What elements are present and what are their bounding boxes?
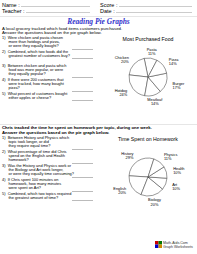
html-text:3) Was the History and Physics: 3) Was the History and Physics work or [2, 163, 71, 168]
html-text:Answer the questions based on: Answer the questions based on the pie gr… [2, 30, 102, 35]
html-text:Math-Aids.Com: Math-Aids.Com [163, 240, 188, 245]
html-text:food was more popular, or were: food was more popular, or were [2, 67, 64, 73]
html-text:5) Combined, which two topics: 5) Combined, which two topics required [2, 191, 72, 196]
html-text:more than hotdogs and pizza,: more than hotdogs and pizza, [2, 39, 60, 45]
html-text:they require equal time?: they require equal time? [2, 143, 51, 149]
svg-text:Hotdog24%: Hotdog24% [115, 88, 128, 97]
html-text:topic took longer, or did: topic took longer, or did [2, 139, 49, 145]
html-text:Teacher :: Teacher : [2, 8, 25, 14]
svg-text:Burger17%: Burger17% [173, 81, 185, 90]
html-text:Date :: Date : [100, 8, 115, 14]
html-text:3) Between chicken and pasta w: 3) Between chicken and pasta which [2, 63, 67, 68]
html-text:2) What percentage of time did: 2) What percentage of time did Chris [2, 149, 67, 154]
html-text:they equally popular?: they equally popular? [2, 71, 46, 77]
html-text:Reading Pie Graphs: Reading Pie Graphs [67, 17, 130, 26]
svg-text:Chicken20%: Chicken20% [115, 55, 130, 64]
html-text:1) Were chicken and pasta chos: 1) Were chicken and pasta chosen [2, 35, 63, 40]
svg-text:English20%: English20% [113, 186, 126, 195]
html-text:4) If Chris spent 100 minutes: 4) If Chris spent 100 minutes on [2, 177, 59, 182]
html-text:4) If there were 200 customers: 4) If there were 200 customers that [2, 77, 64, 82]
svg-text:Pizza14%: Pizza14% [169, 57, 179, 66]
html-text:were tracked, how many bought: were tracked, how many bought [2, 81, 64, 87]
html-text:spend on the English and Healt: spend on the English and Health [2, 153, 65, 159]
html-text:Most Purchased Food: Most Purchased Food [122, 36, 174, 42]
html-text:A local grocery tracked which: A local grocery tracked which food items… [2, 25, 123, 31]
svg-text:Health10%: Health10% [173, 166, 184, 175]
html-text:5) What percent of customers b: 5) What percent of customers bought [2, 91, 68, 96]
html-text:greatest number of customers b: greatest number of customers buy? [2, 53, 70, 59]
html-text:Graph Worksheets: Graph Worksheets [163, 244, 193, 249]
svg-text:History29%: History29% [121, 151, 134, 160]
svg-text:Meatloaf14%: Meatloaf14% [147, 97, 163, 106]
html-text:Name :: Name : [2, 2, 20, 8]
html-text:homework, how many minutes: homework, how many minutes [2, 181, 62, 187]
html-text:the Biology and Art work longe: the Biology and Art work longer, [2, 167, 64, 173]
svg-text:Physics11%: Physics11% [164, 152, 177, 161]
html-text:2) Combined, which two foods d: 2) Combined, which two foods did the [2, 49, 69, 54]
svg-text:Art10%: Art10% [172, 182, 180, 191]
html-text:pizza?: pizza? [2, 85, 20, 91]
html-text:homework?: homework? [2, 157, 29, 163]
html-text:or were they equally bought?: or were they equally bought? [2, 43, 59, 49]
svg-text:Biology20%: Biology20% [148, 197, 161, 206]
html-text:either apples or cheese?: either apples or cheese? [2, 95, 52, 101]
html-text:the greatest amount of time?: the greatest amount of time? [2, 195, 59, 201]
html-text:Time Spent on Homework: Time Spent on Homework [118, 136, 178, 142]
html-text:1) Between History and Physics: 1) Between History and Physics which [2, 135, 70, 140]
html-text:Answer the questions based on: Answer the questions based on the pie gr… [2, 129, 110, 135]
html-text:or were they equally time cons: or were they equally time consuming? [2, 171, 74, 177]
html-text:were spent on Art?: were spent on Art? [2, 185, 41, 191]
html-text:Chris tracked the time he spen: Chris tracked the time he spent on homew… [2, 125, 152, 130]
html-text:Score :: Score : [100, 2, 118, 8]
svg-text:Pasta11%: Pasta11% [147, 47, 158, 56]
